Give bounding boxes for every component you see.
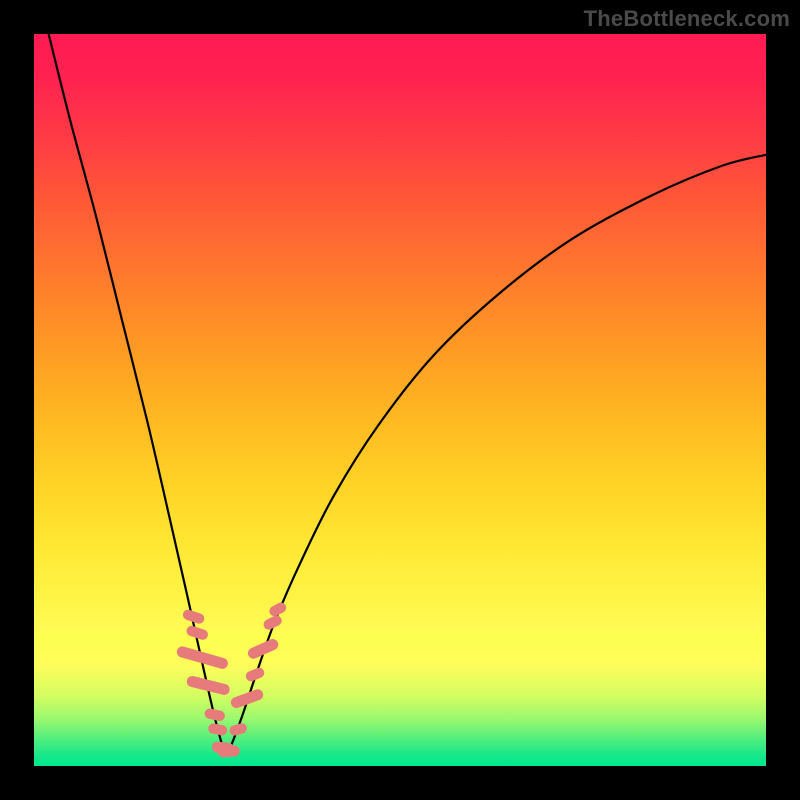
chart-svg [34,34,766,766]
bead [217,745,240,757]
gradient-background [34,34,766,766]
watermark-text: TheBottleneck.com [584,6,790,32]
canvas: TheBottleneck.com [0,0,800,800]
plot-area [34,34,766,766]
